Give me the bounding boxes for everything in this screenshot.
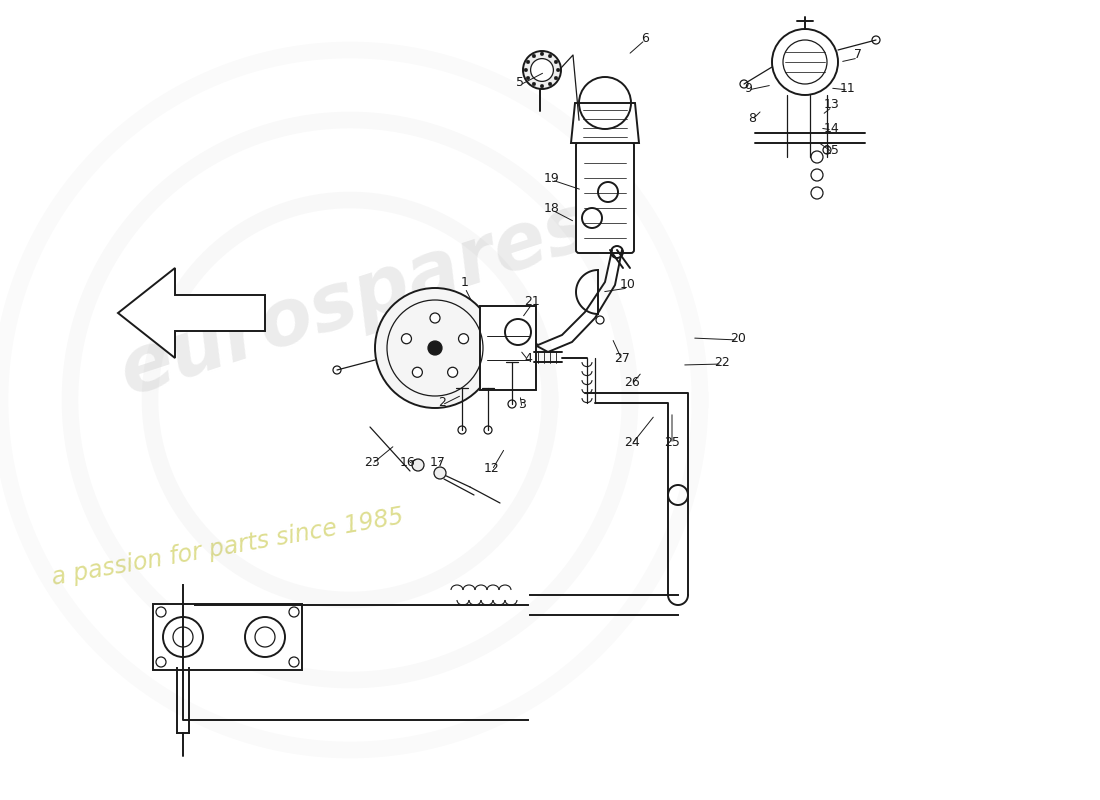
Text: 20: 20 <box>730 331 746 345</box>
Text: 11: 11 <box>840 82 856 94</box>
Circle shape <box>375 288 495 408</box>
Text: a passion for parts since 1985: a passion for parts since 1985 <box>50 504 406 590</box>
Circle shape <box>522 51 561 89</box>
Text: 19: 19 <box>544 171 560 185</box>
Text: 23: 23 <box>364 455 380 469</box>
Text: 2: 2 <box>438 395 446 409</box>
Circle shape <box>548 54 552 58</box>
Text: 14: 14 <box>824 122 840 134</box>
Text: 18: 18 <box>544 202 560 214</box>
FancyBboxPatch shape <box>153 604 302 670</box>
FancyBboxPatch shape <box>480 306 536 390</box>
Circle shape <box>412 367 422 378</box>
Text: 15: 15 <box>824 143 840 157</box>
Text: 12: 12 <box>484 462 499 474</box>
Text: 22: 22 <box>714 355 730 369</box>
Text: 7: 7 <box>854 49 862 62</box>
Circle shape <box>554 76 558 80</box>
Text: 25: 25 <box>664 435 680 449</box>
Circle shape <box>526 60 530 64</box>
Text: 27: 27 <box>614 351 630 365</box>
Text: 3: 3 <box>518 398 526 411</box>
Polygon shape <box>118 268 265 358</box>
Circle shape <box>402 334 411 344</box>
Text: 21: 21 <box>524 295 540 309</box>
Circle shape <box>554 60 558 64</box>
Circle shape <box>434 467 446 479</box>
Polygon shape <box>571 103 639 143</box>
Text: 8: 8 <box>748 111 756 125</box>
Text: 5: 5 <box>516 75 524 89</box>
Text: 1: 1 <box>461 275 469 289</box>
Circle shape <box>412 459 424 471</box>
Text: eurospares: eurospares <box>110 186 601 411</box>
Circle shape <box>557 68 560 72</box>
Circle shape <box>430 313 440 323</box>
Text: 10: 10 <box>620 278 636 291</box>
Text: 16: 16 <box>400 455 416 469</box>
Text: 4: 4 <box>524 351 532 365</box>
Text: 9: 9 <box>744 82 752 94</box>
Text: 6: 6 <box>641 31 649 45</box>
Circle shape <box>532 54 536 58</box>
Text: 24: 24 <box>624 435 640 449</box>
Circle shape <box>548 82 552 86</box>
Text: 13: 13 <box>824 98 840 111</box>
Circle shape <box>540 84 543 88</box>
Circle shape <box>532 82 536 86</box>
Circle shape <box>459 334 469 344</box>
Circle shape <box>540 52 543 56</box>
FancyBboxPatch shape <box>576 142 634 253</box>
Text: 17: 17 <box>430 455 446 469</box>
Circle shape <box>428 341 442 355</box>
Circle shape <box>526 76 530 80</box>
Circle shape <box>530 58 553 82</box>
Text: 26: 26 <box>624 375 640 389</box>
Circle shape <box>524 68 528 72</box>
Circle shape <box>448 367 458 378</box>
